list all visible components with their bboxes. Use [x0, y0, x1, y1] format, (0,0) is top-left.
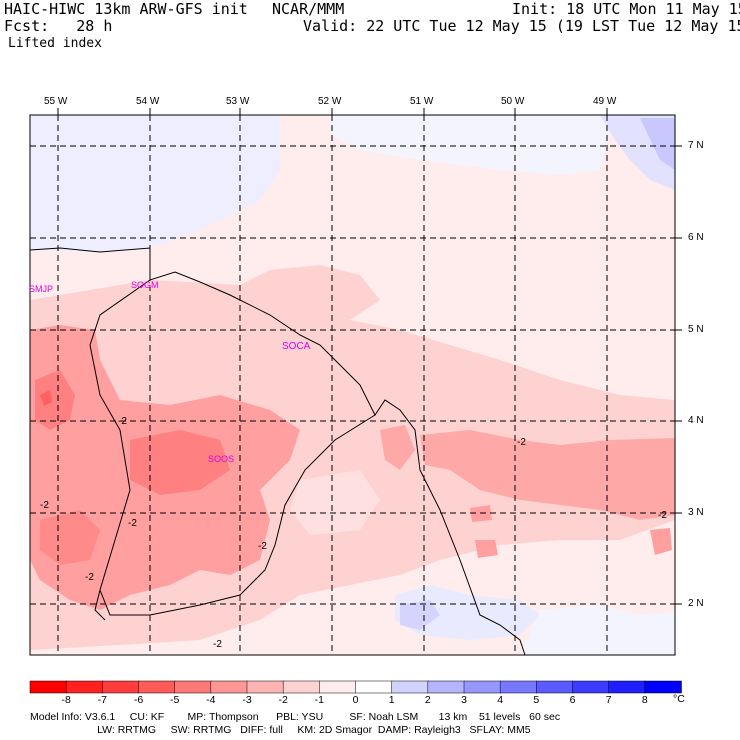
model-info-line2: LW: RRTMG SW: RRTMG DIFF: full KM: 2D Sm… [30, 724, 531, 736]
colorbar-swatch [65, 680, 104, 694]
map-frame [29, 114, 676, 656]
lat-label-2n: 2 N [688, 598, 704, 609]
lon-label-55w: 55 W [44, 96, 68, 107]
lon-label-50w: 50 W [501, 96, 525, 107]
coast-path [30, 247, 526, 655]
contour-label: -2 [258, 541, 267, 552]
colorbar-tick-label: -3 [242, 694, 252, 706]
band-minus2-minus3-east [420, 430, 675, 520]
colorbar-tick-label: 4 [497, 694, 504, 706]
coastline [30, 247, 526, 655]
border-path [89, 279, 376, 616]
colorbar-tick-label: -7 [97, 694, 107, 706]
colorbar-swatch [572, 680, 610, 694]
colorbar-tick-label: -8 [61, 694, 71, 706]
colorbar-swatch [29, 680, 67, 694]
colorbar-tick-label: -1 [314, 694, 324, 706]
axis-ticks [57, 108, 682, 605]
lat-label-6n: 6 N [688, 232, 704, 243]
lat-label-7n: 7 N [688, 140, 704, 151]
colorbar-swatch [138, 680, 176, 694]
border-path-south [94, 589, 106, 621]
positive-region-s-core [400, 600, 440, 630]
model-info-line1: Model Info: V3.6.1 CU: KF MP: Thompson P… [30, 711, 561, 723]
colorbar [29, 680, 682, 694]
colorbar-tick-label: 7 [605, 694, 612, 706]
band-minus1-north [240, 265, 380, 320]
colorbar-swatch [319, 680, 357, 694]
colorbar-swatch [210, 680, 248, 694]
contour-label: -2 [128, 518, 137, 529]
forecast-hour: Fcst: 28 h [4, 17, 113, 35]
colorbar-swatch [102, 680, 140, 694]
band-minus2-small [380, 425, 415, 470]
lat-label-5n: 5 N [688, 324, 704, 335]
lon-label-54w: 54 W [136, 96, 160, 107]
colorbar-swatch [463, 680, 501, 694]
colorbar-swatch [536, 680, 574, 694]
core-minus4-b [130, 430, 230, 495]
valid-time: Valid: 22 UTC Tue 12 May 15 (19 LST Tue … [303, 17, 740, 35]
station-soca: SOCA [282, 341, 311, 352]
colorbar-tick-label: 0 [352, 694, 359, 706]
lat-label-3n: 3 N [688, 507, 704, 518]
lon-label-49w: 49 W [593, 96, 617, 107]
lat-label-4n: 4 N [688, 415, 704, 426]
colorbar-swatch [608, 680, 646, 694]
colorbar-swatch [499, 680, 538, 694]
colorbar-swatch [246, 680, 284, 694]
model-title: HAIC-HIWC 13km ARW-GFS init [4, 0, 248, 18]
core-minus4-c [40, 510, 100, 565]
contour-label: -2 [40, 500, 49, 511]
positive-region-ne-core [640, 118, 675, 170]
colorbar-swatch [282, 680, 321, 694]
colorbar-tick-label: -4 [206, 694, 216, 706]
contour-label: -2 [213, 639, 222, 650]
colorbar-tick-label: -6 [133, 694, 144, 706]
colorbar-swatch [644, 680, 682, 694]
lon-label-51w: 51 W [410, 96, 434, 107]
colorbar-unit: °C [673, 693, 685, 705]
band-minus2-islet-b [650, 528, 672, 555]
colorbar-swatch [174, 680, 212, 694]
field-name: Lifted index [8, 36, 102, 51]
contour-label: -2 [85, 572, 94, 583]
colorbar-tick-label: -5 [169, 694, 180, 706]
positive-region-s [395, 585, 540, 640]
lat-lon-grid [30, 115, 675, 655]
station-sogm: SOGM [131, 280, 159, 290]
colorbar-tick-label: 8 [641, 694, 648, 706]
lifted-index-field [30, 115, 675, 655]
colorbar-tick-label: 5 [533, 694, 540, 706]
org-label: NCAR/MMM [272, 0, 345, 18]
lon-label-53w: 53 W [226, 96, 250, 107]
positive-region-se [520, 605, 675, 655]
station-soos: SOOS [208, 454, 235, 464]
colorbar-swatch [427, 680, 465, 694]
colorbar-swatch [391, 680, 429, 694]
station-smjp: SMJP [29, 284, 54, 294]
lon-label-52w: 52 W [318, 96, 342, 107]
band-minus1-patch [290, 470, 380, 535]
contour-label: -2 [658, 510, 667, 521]
positive-region-n [330, 115, 610, 175]
colorbar-tick-label: 6 [569, 694, 576, 706]
init-time: Init: 18 UTC Mon 11 May 15 [512, 0, 740, 18]
colorbar-tick-label: -2 [278, 694, 288, 706]
colorbar-swatch [355, 680, 393, 694]
colorbar-tick-label: 3 [461, 694, 467, 706]
contour-label: -2 [517, 437, 526, 448]
core-minus5 [40, 390, 52, 406]
contour-label: -2 [118, 416, 127, 427]
positive-region-nw [30, 115, 280, 252]
colorbar-tick-label: 1 [388, 694, 395, 706]
core-minus4-a [35, 370, 75, 430]
colorbar-tick-label: 2 [424, 694, 431, 706]
band-minus2-islet-a [475, 540, 498, 558]
